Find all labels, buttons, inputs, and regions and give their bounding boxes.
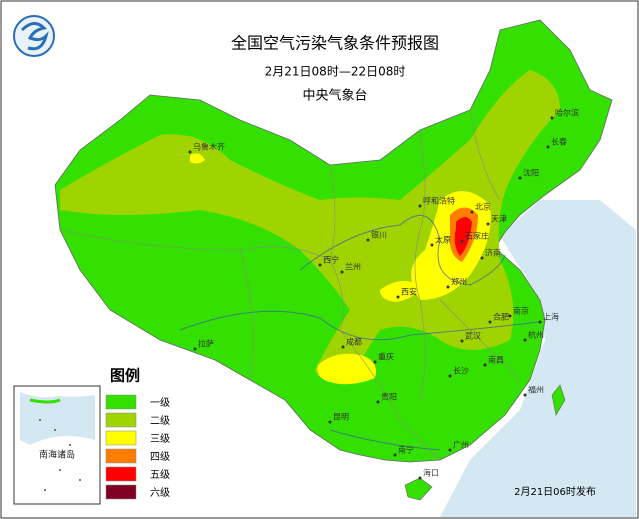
legend-title: 图例 xyxy=(110,367,140,385)
city-label: 银川 xyxy=(371,230,387,240)
city-dot xyxy=(188,150,192,154)
city-dot xyxy=(448,448,452,452)
city-dot xyxy=(393,453,397,457)
city-dot xyxy=(418,204,422,208)
legend-label: 五级 xyxy=(150,469,170,481)
city-label: 呼和浩特 xyxy=(423,196,455,206)
level-3-area xyxy=(317,353,376,385)
city-dot xyxy=(470,210,474,214)
level-2-area xyxy=(175,136,205,157)
city-dot xyxy=(446,285,450,289)
province-borders xyxy=(59,109,521,461)
city-label: 贵阳 xyxy=(381,392,397,402)
city-dot xyxy=(376,400,380,404)
city-label: 乌鲁木齐 xyxy=(193,142,225,152)
footer: 2月21日06时发布 xyxy=(514,485,596,498)
city-label: 武汉 xyxy=(465,331,481,341)
logo xyxy=(13,15,55,57)
legend-swatch xyxy=(105,394,137,410)
legend-label: 三级 xyxy=(150,433,170,445)
city-dot xyxy=(193,347,197,351)
city-dot xyxy=(318,263,322,267)
city-dot xyxy=(538,320,542,324)
title: 全国空气污染气象条件预报图 xyxy=(231,34,439,53)
legend-label: 一级 xyxy=(150,397,170,409)
city-dot xyxy=(550,116,554,120)
inset-label: 南海诸岛 xyxy=(39,449,75,461)
city-label: 石家庄 xyxy=(465,231,489,241)
city-dot xyxy=(486,222,490,226)
city-label: 拉萨 xyxy=(198,339,214,349)
city-label: 长春 xyxy=(551,137,567,147)
legend-swatch xyxy=(105,430,137,446)
city-label: 成都 xyxy=(346,337,362,347)
legend-swatch xyxy=(105,466,137,482)
city-label: 杭州 xyxy=(528,330,544,340)
level-1-area xyxy=(551,384,566,416)
city-dot xyxy=(508,314,512,318)
subtitle: 2月21日08时—22日08时 xyxy=(265,65,406,79)
city-label: 兰州 xyxy=(345,262,361,272)
city-dot xyxy=(341,345,345,349)
rivers xyxy=(179,215,541,451)
level-3-area xyxy=(380,281,420,302)
city-dot xyxy=(523,338,527,342)
city-dot xyxy=(366,238,370,242)
city-dot xyxy=(518,176,522,180)
legend-swatch xyxy=(105,448,137,464)
city-label: 重庆 xyxy=(378,352,394,362)
city-dot xyxy=(483,363,487,367)
inset-sea xyxy=(20,392,95,445)
city-label: 哈尔滨 xyxy=(555,108,579,118)
legend-label: 六级 xyxy=(150,487,170,499)
city-dot xyxy=(546,145,550,149)
city-dot xyxy=(480,256,484,260)
city-dot xyxy=(430,243,434,247)
city-dot xyxy=(460,339,464,343)
city-label: 西安 xyxy=(401,287,417,297)
level-1-area xyxy=(404,477,433,501)
city-label: 上海 xyxy=(543,312,559,322)
legend-swatch xyxy=(105,412,137,428)
city-label: 天津 xyxy=(491,214,507,224)
city-dot xyxy=(328,420,332,424)
city-label: 南宁 xyxy=(398,445,414,455)
city-dot xyxy=(373,360,377,364)
city-label: 昆明 xyxy=(333,413,349,422)
legend-label: 二级 xyxy=(150,415,170,427)
city-dot xyxy=(460,239,464,243)
city-dot xyxy=(340,270,344,274)
city-label: 南京 xyxy=(513,306,529,316)
city-label: 北京 xyxy=(475,202,491,212)
city-dot xyxy=(396,295,400,299)
inset-land xyxy=(29,398,61,404)
city-dot xyxy=(418,476,422,480)
city-label: 广州 xyxy=(453,440,469,450)
city-label: 西宁 xyxy=(323,255,339,265)
legend-swatch xyxy=(105,484,137,500)
city-label: 长沙 xyxy=(453,366,469,376)
city-label: 南昌 xyxy=(488,355,504,365)
inset-islands xyxy=(39,419,81,491)
city-label: 济南 xyxy=(485,248,501,258)
level-5-area xyxy=(454,217,472,256)
city-dot xyxy=(448,374,452,378)
legend-label: 四级 xyxy=(150,451,170,463)
city-label: 太原 xyxy=(435,235,451,245)
city-dot xyxy=(488,320,492,324)
city-label: 郑州 xyxy=(451,277,467,287)
city-label: 合肥 xyxy=(493,312,509,322)
city-label: 沈阳 xyxy=(523,168,539,178)
city-label: 福州 xyxy=(528,386,544,395)
city-label: 海口 xyxy=(423,468,439,478)
issuer: 中央气象台 xyxy=(302,88,367,104)
level-3-area xyxy=(190,153,205,164)
sea xyxy=(440,200,636,517)
city-dot xyxy=(523,393,527,397)
